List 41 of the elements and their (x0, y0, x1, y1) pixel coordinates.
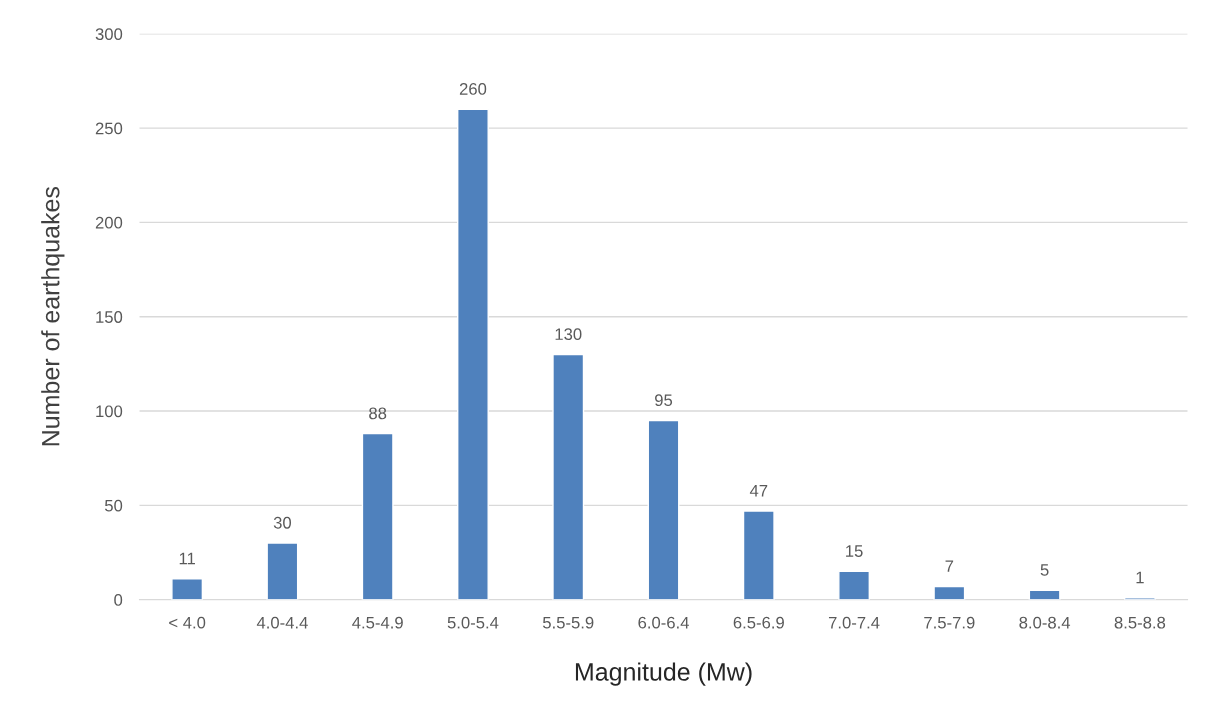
data-label: 95 (655, 394, 673, 407)
bar (552, 353, 585, 600)
data-label: 260 (459, 83, 487, 95)
data-label: 88 (369, 407, 387, 420)
y-axis-title: Number of earthquakes (41, 186, 65, 446)
bar (457, 108, 489, 600)
bar (171, 578, 204, 600)
x-tick-label: 6.5-6.9 (733, 616, 784, 629)
x-tick-label: 7.0-7.4 (828, 616, 880, 629)
bar (742, 510, 775, 600)
x-tick-label: 7.5-7.9 (924, 616, 975, 629)
data-label: 7 (945, 560, 954, 572)
data-label: 47 (749, 484, 768, 497)
data-label: 15 (846, 545, 863, 557)
x-tick-label: 5.5-5.9 (542, 616, 594, 629)
x-tick-label: 8.5-8.8 (1114, 616, 1166, 629)
x-tick-label: 4.0-4.4 (256, 616, 308, 629)
data-label: 11 (179, 552, 195, 565)
data-label: 30 (273, 516, 292, 529)
bar (1028, 589, 1061, 600)
bar (933, 585, 966, 600)
x-tick-label: 6.0-6.4 (638, 616, 689, 629)
x-tick-label: 5.0-5.4 (447, 616, 499, 629)
bar (361, 432, 394, 600)
x-tick-label: 4.5-4.9 (352, 616, 403, 629)
x-tick-label: < 4.0 (169, 616, 206, 629)
bar (647, 419, 680, 600)
data-label: 130 (555, 328, 582, 341)
y-tick-label: 150 (96, 311, 123, 323)
x-tick-label: 8.0-8.4 (1019, 616, 1071, 629)
data-label: 1 (1136, 571, 1144, 584)
x-axis-title: Magnitude (Mw) (575, 662, 752, 686)
y-tick-label: 250 (95, 122, 123, 135)
y-tick-label: 200 (95, 216, 123, 229)
y-tick-label: 300 (95, 28, 123, 40)
y-tick-label: 50 (104, 499, 123, 512)
y-tick-label: 100 (96, 405, 123, 418)
bar (838, 570, 871, 600)
data-label: 5 (1040, 564, 1049, 576)
y-tick-label: 0 (114, 594, 123, 606)
bar (266, 542, 299, 600)
